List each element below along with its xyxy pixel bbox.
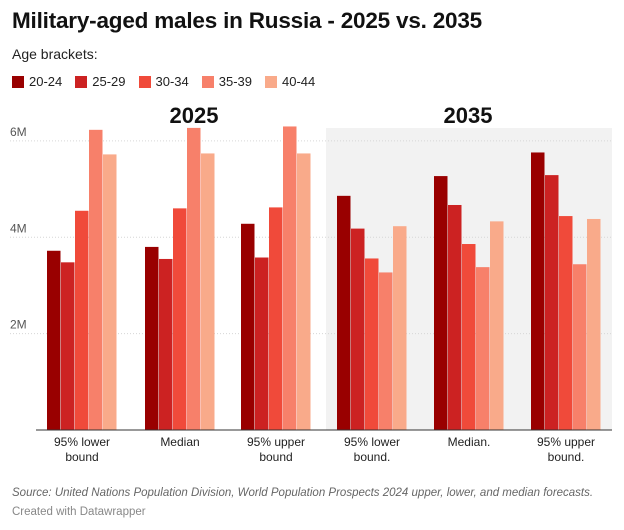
category-label: Median bbox=[160, 435, 199, 449]
legend-label: 35-39 bbox=[218, 74, 252, 89]
bar-25-29 bbox=[61, 262, 75, 430]
bar-30-34 bbox=[269, 207, 283, 430]
bar-25-29 bbox=[255, 257, 269, 430]
legend-label: 40-44 bbox=[282, 74, 316, 89]
legend-swatch bbox=[265, 75, 277, 88]
bar-40-44 bbox=[297, 153, 311, 430]
category-label: 95% lower bbox=[54, 435, 110, 449]
bar-25-29 bbox=[159, 258, 173, 430]
legend-item-25-29: 25-29 bbox=[75, 74, 126, 89]
bar-20-24 bbox=[145, 246, 159, 430]
y-tick-label: 2M bbox=[10, 318, 27, 332]
legend-item-30-34: 30-34 bbox=[138, 74, 189, 89]
category-label: 95% upper bbox=[247, 435, 305, 449]
chart-title: Military-aged males in Russia - 2025 vs.… bbox=[12, 8, 482, 33]
category-label: bound. bbox=[354, 450, 391, 464]
legend-item-40-44: 40-44 bbox=[265, 74, 315, 89]
category-label: bound bbox=[259, 450, 292, 464]
bar-30-34 bbox=[173, 208, 187, 430]
legend-item-35-39: 35-39 bbox=[201, 74, 252, 89]
bar-35-39 bbox=[476, 267, 490, 430]
legend-item-20-24: 20-24 bbox=[12, 74, 62, 89]
legend-title: Age brackets: bbox=[12, 46, 98, 62]
bar-20-24 bbox=[337, 195, 351, 430]
bar-30-34 bbox=[559, 216, 573, 430]
bar-30-34 bbox=[462, 244, 476, 430]
bar-25-29 bbox=[448, 204, 462, 430]
legend: 20-24 25-29 30-34 35-39 40-44 bbox=[12, 74, 328, 89]
category-label: bound. bbox=[548, 450, 585, 464]
legend-label: 20-24 bbox=[29, 74, 63, 89]
bar-40-44 bbox=[393, 226, 407, 430]
panel-label: 2025 bbox=[170, 103, 219, 128]
bar-40-44 bbox=[587, 218, 601, 430]
legend-swatch bbox=[201, 75, 214, 88]
bar-35-39 bbox=[573, 264, 587, 430]
legend-label: 30-34 bbox=[155, 74, 189, 89]
category-label: 95% lower bbox=[344, 435, 400, 449]
source-note: Source: United Nations Population Divisi… bbox=[12, 487, 594, 499]
legend-swatch bbox=[75, 75, 88, 88]
bar-20-24 bbox=[47, 250, 61, 430]
bar-40-44 bbox=[201, 153, 215, 430]
bar-40-44 bbox=[490, 221, 504, 430]
category-label: 95% upper bbox=[537, 435, 595, 449]
bar-20-24 bbox=[241, 223, 255, 430]
bar-20-24 bbox=[434, 176, 448, 430]
bar-25-29 bbox=[351, 228, 365, 430]
y-tick-label: 6M bbox=[10, 125, 27, 139]
bar-30-34 bbox=[75, 210, 89, 430]
bar-30-34 bbox=[365, 258, 379, 430]
bar-35-39 bbox=[283, 126, 297, 431]
legend-swatch bbox=[12, 75, 24, 88]
credit-note: Created with Datawrapper bbox=[12, 506, 146, 518]
panel-label: 2035 bbox=[444, 103, 493, 128]
bar-35-39 bbox=[379, 272, 393, 430]
legend-label: 25-29 bbox=[92, 74, 126, 89]
bar-25-29 bbox=[545, 175, 559, 430]
bar-35-39 bbox=[89, 129, 103, 430]
legend-swatch bbox=[138, 75, 151, 88]
bar-35-39 bbox=[187, 127, 201, 431]
bar-40-44 bbox=[103, 154, 117, 430]
category-label: bound bbox=[65, 450, 98, 464]
y-tick-label: 4M bbox=[10, 221, 27, 235]
bar-20-24 bbox=[531, 152, 545, 431]
category-label: Median. bbox=[448, 435, 491, 449]
